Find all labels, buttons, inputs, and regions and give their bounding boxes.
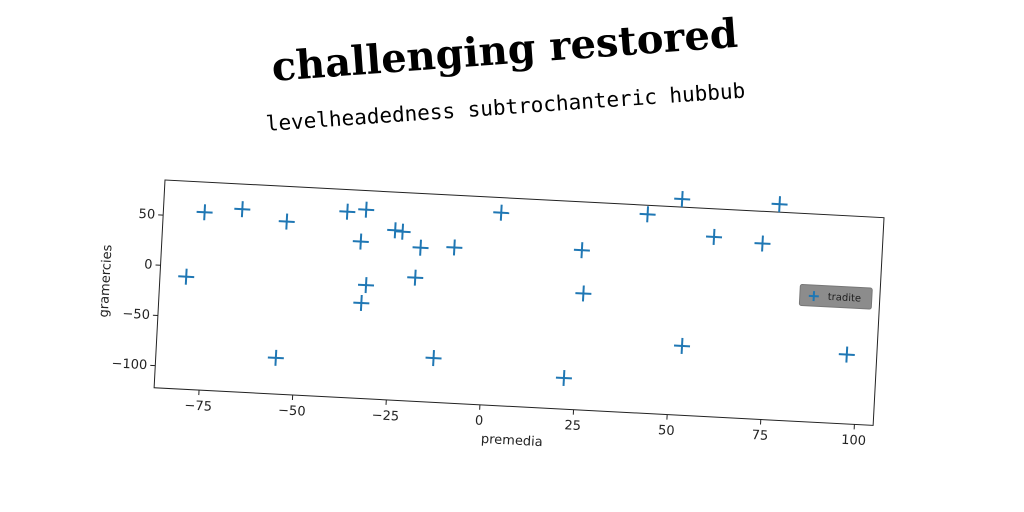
y-axis-label: gramercies — [97, 244, 116, 318]
y-tick-label: 50 — [138, 207, 155, 223]
y-axis-ticks: −100 −50 0 50 — [111, 207, 164, 373]
data-point-vbar — [401, 223, 405, 240]
data-point — [234, 201, 251, 218]
x-tick-label: −75 — [184, 398, 212, 414]
data-point — [705, 228, 723, 245]
data-point-vbar — [419, 239, 422, 256]
data-point-vbar — [778, 196, 781, 213]
data-point — [357, 277, 375, 294]
data-point — [352, 233, 369, 250]
legend-box — [798, 283, 873, 310]
data-point — [771, 196, 788, 213]
data-point-vbar — [359, 294, 363, 312]
legend: tradite — [798, 283, 873, 310]
legend-marker-vbar — [812, 291, 816, 302]
data-points — [178, 191, 855, 387]
data-point — [412, 239, 429, 256]
data-point-vbar — [845, 346, 849, 363]
data-point — [639, 206, 656, 223]
data-point — [178, 268, 195, 285]
data-point-vbar — [359, 233, 363, 250]
data-point — [573, 242, 590, 259]
x-tick-label: 50 — [658, 423, 675, 439]
data-point — [425, 350, 442, 367]
data-point — [278, 213, 295, 230]
x-tick-label: 25 — [564, 418, 581, 434]
data-point — [358, 201, 375, 218]
data-point — [673, 337, 691, 354]
x-tick-label: −50 — [278, 403, 306, 419]
data-point-vbar — [432, 350, 435, 367]
data-point — [394, 223, 411, 240]
data-point-vbar — [499, 204, 503, 221]
data-point-vbar — [680, 191, 684, 208]
data-point-vbar — [364, 201, 368, 218]
data-point-vbar — [184, 268, 188, 285]
x-tick-label: 100 — [841, 433, 867, 449]
y-tick-label: −50 — [122, 307, 150, 323]
data-point-vbar — [580, 242, 584, 259]
data-point — [493, 204, 510, 221]
data-point — [446, 239, 463, 256]
data-point — [407, 269, 424, 286]
data-point — [754, 235, 771, 252]
data-point — [387, 222, 404, 239]
data-point — [575, 285, 592, 302]
data-point-vbar — [452, 239, 456, 256]
x-axis-label: premedia — [481, 432, 544, 450]
data-point — [196, 204, 213, 221]
data-point-vbar — [413, 269, 417, 286]
data-point — [674, 191, 691, 208]
legend-marker — [808, 291, 819, 302]
data-point-vbar — [274, 349, 278, 366]
data-point-vbar — [393, 222, 397, 239]
x-tick-label: −25 — [371, 408, 399, 424]
data-point — [555, 369, 572, 387]
data-point-vbar — [285, 213, 289, 230]
plot-frame — [153, 179, 885, 426]
y-tick-label: 0 — [144, 257, 153, 272]
x-axis-ticks: −75 −50 −25 0 25 50 75 100 — [184, 390, 867, 449]
data-point-vbar — [203, 204, 207, 221]
data-point-vbar — [364, 277, 368, 294]
data-point-vbar — [581, 285, 585, 302]
legend-label: tradite — [827, 292, 861, 305]
x-tick-label: 75 — [751, 428, 768, 444]
data-point-vbar — [240, 201, 244, 218]
data-point-vbar — [345, 203, 349, 220]
data-point-vbar — [646, 206, 650, 223]
data-point-vbar — [761, 235, 764, 252]
data-point-vbar — [680, 337, 684, 354]
data-point — [838, 346, 855, 363]
data-point — [339, 203, 356, 220]
data-point-vbar — [562, 369, 566, 387]
y-tick-label: −100 — [111, 356, 147, 373]
data-point — [267, 349, 284, 366]
data-point-vbar — [712, 228, 716, 245]
x-tick-label: 0 — [475, 414, 484, 429]
data-point — [353, 294, 370, 312]
